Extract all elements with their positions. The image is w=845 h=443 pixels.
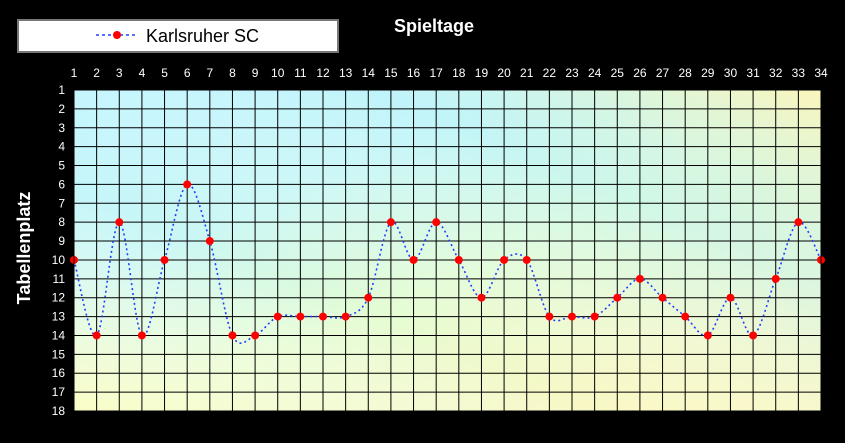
chart-title: Spieltage <box>394 16 474 36</box>
x-tick-label: 30 <box>724 66 738 80</box>
y-tick-label: 4 <box>58 140 65 154</box>
data-point <box>794 218 803 227</box>
legend-marker <box>113 31 121 39</box>
y-tick-label: 1 <box>58 83 65 97</box>
x-tick-label: 32 <box>769 66 783 80</box>
y-tick-label: 9 <box>58 234 65 248</box>
data-point <box>477 293 486 302</box>
y-tick-label: 8 <box>58 215 65 229</box>
data-point <box>251 331 260 340</box>
x-tick-label: 12 <box>316 66 330 80</box>
data-point <box>183 180 192 189</box>
data-point <box>386 218 395 227</box>
y-tick-label: 16 <box>52 366 66 380</box>
x-tick-label: 20 <box>497 66 511 80</box>
data-point <box>545 312 554 321</box>
data-point <box>771 274 780 283</box>
y-tick-label: 10 <box>52 253 66 267</box>
x-tick-label: 15 <box>384 66 398 80</box>
legend-box <box>17 19 339 53</box>
y-tick-label: 5 <box>58 159 65 173</box>
y-tick-label: 14 <box>52 328 66 342</box>
x-axis-ticks: 1 2 3 4 5 6 7 8 9 10 11 12 13 14 15 16 17 18 19 20 21 22 23 24 2… <box>71 66 828 80</box>
y-tick-label: 17 <box>52 385 66 399</box>
x-tick-label: 21 <box>520 66 534 80</box>
x-tick-label: 29 <box>701 66 715 80</box>
y-tick-label: 7 <box>58 196 65 210</box>
y-tick-label: 6 <box>58 177 65 191</box>
data-point <box>703 331 712 340</box>
y-tick-label: 13 <box>52 310 66 324</box>
x-tick-label: 28 <box>679 66 693 80</box>
x-tick-label: 25 <box>611 66 625 80</box>
x-tick-label: 13 <box>339 66 353 80</box>
y-axis-label: Tabellenplatz <box>14 192 34 305</box>
data-point <box>681 312 690 321</box>
plot-border <box>73 89 822 412</box>
data-point <box>522 255 531 264</box>
legend-label: Karlsruher SC <box>146 26 259 46</box>
x-tick-label: 26 <box>633 66 647 80</box>
x-tick-label: 23 <box>565 66 579 80</box>
x-tick-label: 17 <box>430 66 444 80</box>
y-tick-label: 3 <box>58 121 65 135</box>
data-point <box>319 312 327 321</box>
data-point <box>635 274 644 283</box>
x-tick-label: 5 <box>161 66 168 80</box>
x-tick-label: 10 <box>271 66 285 80</box>
data-point <box>296 312 305 321</box>
x-tick-label: 6 <box>184 66 191 80</box>
data-point <box>115 218 124 227</box>
x-tick-label: 14 <box>362 66 376 80</box>
data-point <box>228 331 237 340</box>
x-tick-label: 4 <box>139 66 146 80</box>
x-tick-label: 19 <box>475 66 489 80</box>
x-tick-label: 22 <box>543 66 557 80</box>
data-point <box>590 312 599 321</box>
x-tick-label: 24 <box>588 66 602 80</box>
x-tick-label: 31 <box>746 66 760 80</box>
x-tick-label: 9 <box>252 66 259 80</box>
data-point <box>749 331 758 340</box>
x-tick-label: 3 <box>116 66 123 80</box>
x-tick-label: 18 <box>452 66 466 80</box>
data-point <box>364 293 373 302</box>
data-point <box>500 255 509 264</box>
y-tick-label: 2 <box>58 102 65 116</box>
data-point <box>658 293 667 302</box>
data-point <box>454 255 463 264</box>
data-point <box>409 255 418 264</box>
y-tick-label: 15 <box>52 347 66 361</box>
x-tick-label: 11 <box>294 66 307 80</box>
x-tick-label: 27 <box>656 66 670 80</box>
y-tick-label: 12 <box>52 291 66 305</box>
x-tick-label: 7 <box>206 66 213 80</box>
data-point <box>432 218 441 227</box>
x-tick-label: 1 <box>71 66 78 80</box>
data-point <box>160 255 169 264</box>
series-karlsruher-sc <box>70 180 825 344</box>
data-point <box>726 293 735 302</box>
x-tick-label: 33 <box>792 66 806 80</box>
legend: Karlsruher SC <box>17 19 339 53</box>
x-tick-label: 8 <box>229 66 236 80</box>
x-tick-label: 2 <box>93 66 100 80</box>
data-point <box>341 312 350 321</box>
plot-area-overlay <box>74 90 821 411</box>
x-tick-label: 16 <box>407 66 421 80</box>
data-point <box>92 331 101 340</box>
data-point <box>205 237 214 246</box>
x-tick-label: 34 <box>814 66 828 80</box>
data-point <box>273 312 282 321</box>
data-point <box>613 293 622 302</box>
y-tick-label: 18 <box>52 404 66 418</box>
data-point <box>137 331 146 340</box>
data-point <box>568 312 576 321</box>
y-tick-label: 11 <box>53 272 66 286</box>
